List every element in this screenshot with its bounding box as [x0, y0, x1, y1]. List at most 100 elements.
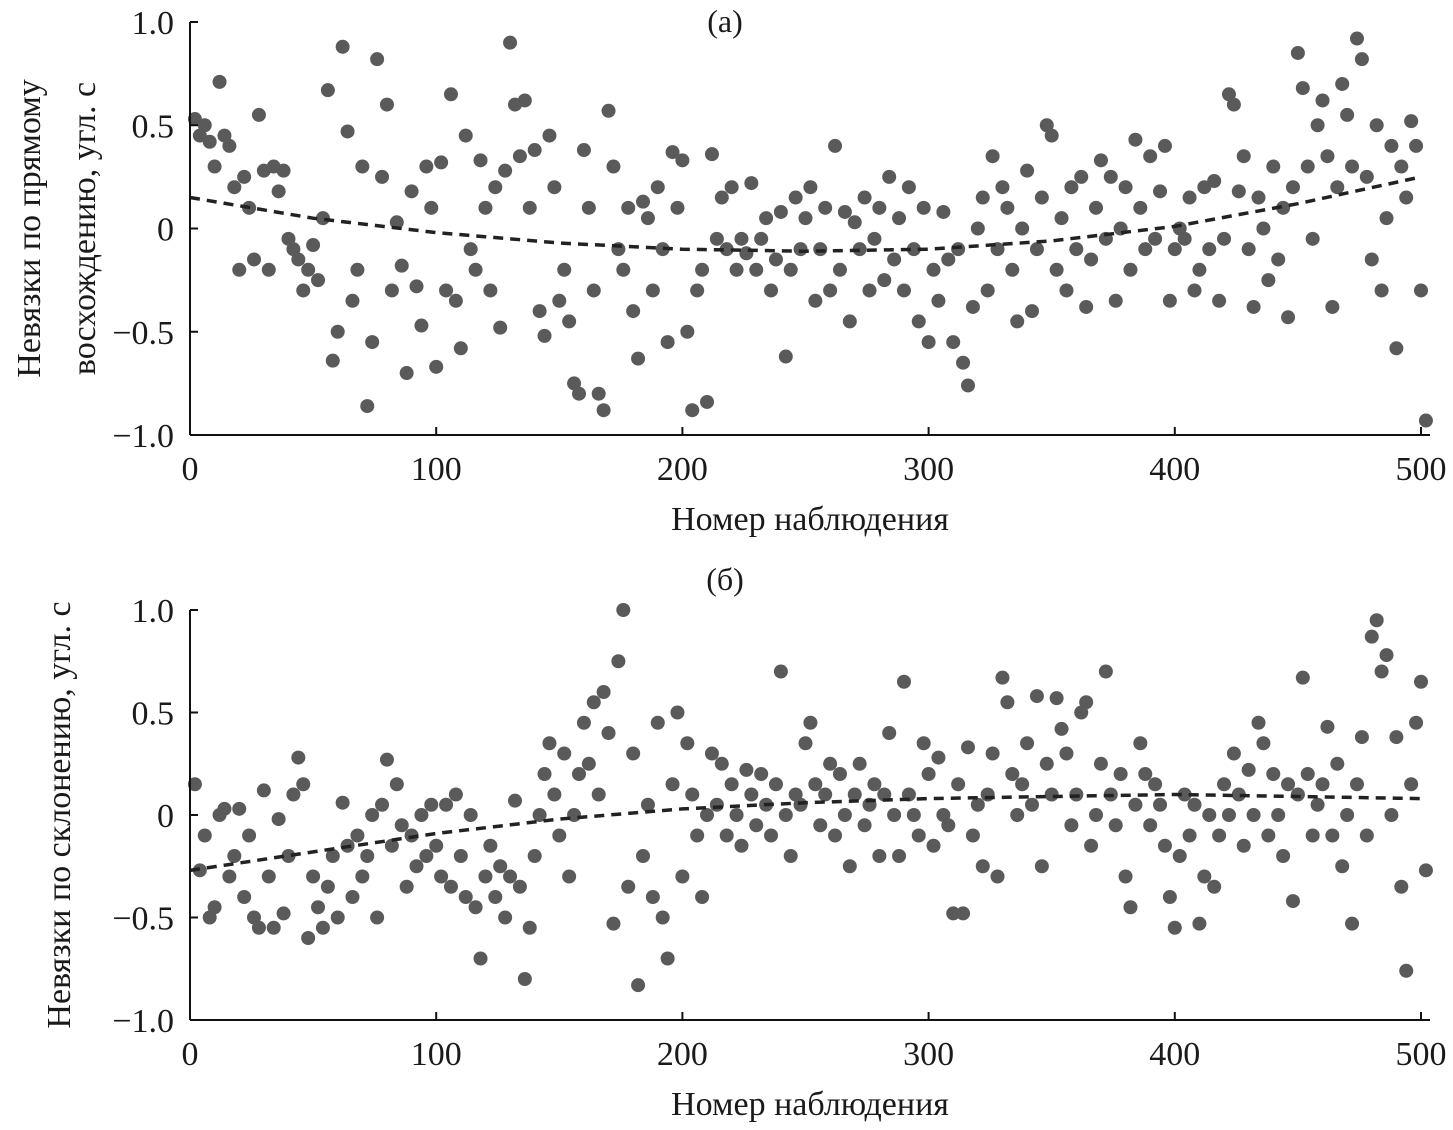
- data-point: [1182, 828, 1197, 843]
- data-point: [1118, 180, 1133, 195]
- data-point: [478, 869, 493, 884]
- data-point: [1029, 689, 1044, 704]
- data-point: [842, 314, 857, 329]
- data-point: [1340, 808, 1355, 822]
- data-point: [1266, 767, 1281, 781]
- data-point: [1236, 149, 1251, 164]
- data-point: [419, 159, 434, 174]
- data-point: [1197, 869, 1212, 884]
- data-point: [1172, 849, 1187, 863]
- data-point: [1285, 180, 1300, 195]
- data-point: [1399, 963, 1414, 978]
- data-point: [1192, 916, 1207, 931]
- data-point: [896, 283, 911, 298]
- data-point: [921, 335, 936, 350]
- data-point: [700, 394, 715, 409]
- data-point: [1261, 828, 1276, 843]
- data-point: [1049, 262, 1064, 277]
- data-point: [207, 159, 222, 174]
- x-tick-label: 500: [1396, 451, 1447, 488]
- data-point: [714, 190, 729, 205]
- data-point: [896, 674, 911, 689]
- data-point: [345, 890, 360, 904]
- x-tick-label: 200: [657, 1036, 708, 1073]
- data-point: [1354, 52, 1369, 67]
- data-point: [320, 879, 335, 894]
- data-point: [640, 211, 655, 226]
- data-point: [281, 849, 296, 863]
- data-point: [448, 787, 463, 802]
- trend-line: [189, 175, 1422, 253]
- data-point: [768, 777, 783, 792]
- data-point: [493, 859, 508, 874]
- panel-title: (б): [706, 561, 744, 597]
- y-tick-label: −1.0: [112, 418, 174, 455]
- data-point: [867, 777, 882, 792]
- data-point: [1044, 128, 1059, 143]
- data-point: [877, 787, 892, 802]
- data-point: [276, 163, 291, 178]
- data-point: [596, 403, 611, 418]
- data-point: [788, 190, 803, 205]
- data-point: [424, 797, 439, 812]
- data-point: [1138, 767, 1153, 781]
- data-point: [458, 890, 473, 904]
- data-point: [562, 314, 577, 329]
- data-point: [660, 951, 675, 966]
- data-point: [1103, 169, 1118, 184]
- data-point: [911, 314, 926, 329]
- y-axis-label: восхождению, угл. с: [66, 82, 103, 375]
- data-point: [365, 808, 380, 822]
- data-point: [823, 283, 838, 298]
- y-tick-label: −1.0: [112, 1003, 174, 1040]
- data-point: [202, 134, 217, 149]
- data-point: [798, 736, 813, 751]
- data-point: [611, 654, 626, 669]
- y-tick-label: 0: [157, 212, 174, 249]
- data-point: [1349, 777, 1364, 792]
- data-point: [941, 252, 956, 267]
- data-point: [675, 869, 690, 884]
- data-point: [1345, 159, 1360, 174]
- data-point: [1133, 736, 1148, 751]
- data-point: [468, 900, 483, 915]
- data-point: [384, 838, 399, 853]
- data-point: [665, 777, 680, 792]
- data-point: [931, 750, 946, 765]
- data-point: [197, 118, 212, 133]
- data-point: [345, 293, 360, 308]
- data-point: [778, 808, 793, 822]
- data-point: [1310, 797, 1325, 812]
- data-point: [650, 715, 665, 730]
- data-point: [1246, 808, 1261, 822]
- data-point: [1029, 242, 1044, 257]
- data-point: [906, 242, 921, 257]
- data-point: [695, 890, 710, 904]
- data-point: [370, 910, 385, 925]
- data-point: [1320, 149, 1335, 164]
- data-point: [1276, 200, 1291, 215]
- data-point: [562, 869, 577, 884]
- data-point: [581, 200, 596, 215]
- data-point: [483, 838, 498, 853]
- data-point: [1015, 777, 1030, 792]
- data-point: [1079, 299, 1094, 314]
- data-point: [1162, 293, 1177, 308]
- data-point: [576, 715, 591, 730]
- data-point: [187, 777, 202, 792]
- data-point: [1192, 262, 1207, 277]
- data-point: [985, 746, 1000, 761]
- data-point: [872, 200, 887, 215]
- data-point: [704, 147, 719, 162]
- data-point: [532, 304, 547, 319]
- data-point: [1281, 310, 1296, 325]
- data-point: [1064, 818, 1079, 833]
- x-tick-label: 200: [657, 451, 708, 488]
- data-point: [537, 767, 552, 781]
- data-point: [488, 890, 503, 904]
- data-point: [1133, 200, 1148, 215]
- data-point: [1025, 304, 1040, 319]
- data-point: [1000, 695, 1015, 710]
- data-point: [1349, 31, 1364, 46]
- data-point: [685, 787, 700, 802]
